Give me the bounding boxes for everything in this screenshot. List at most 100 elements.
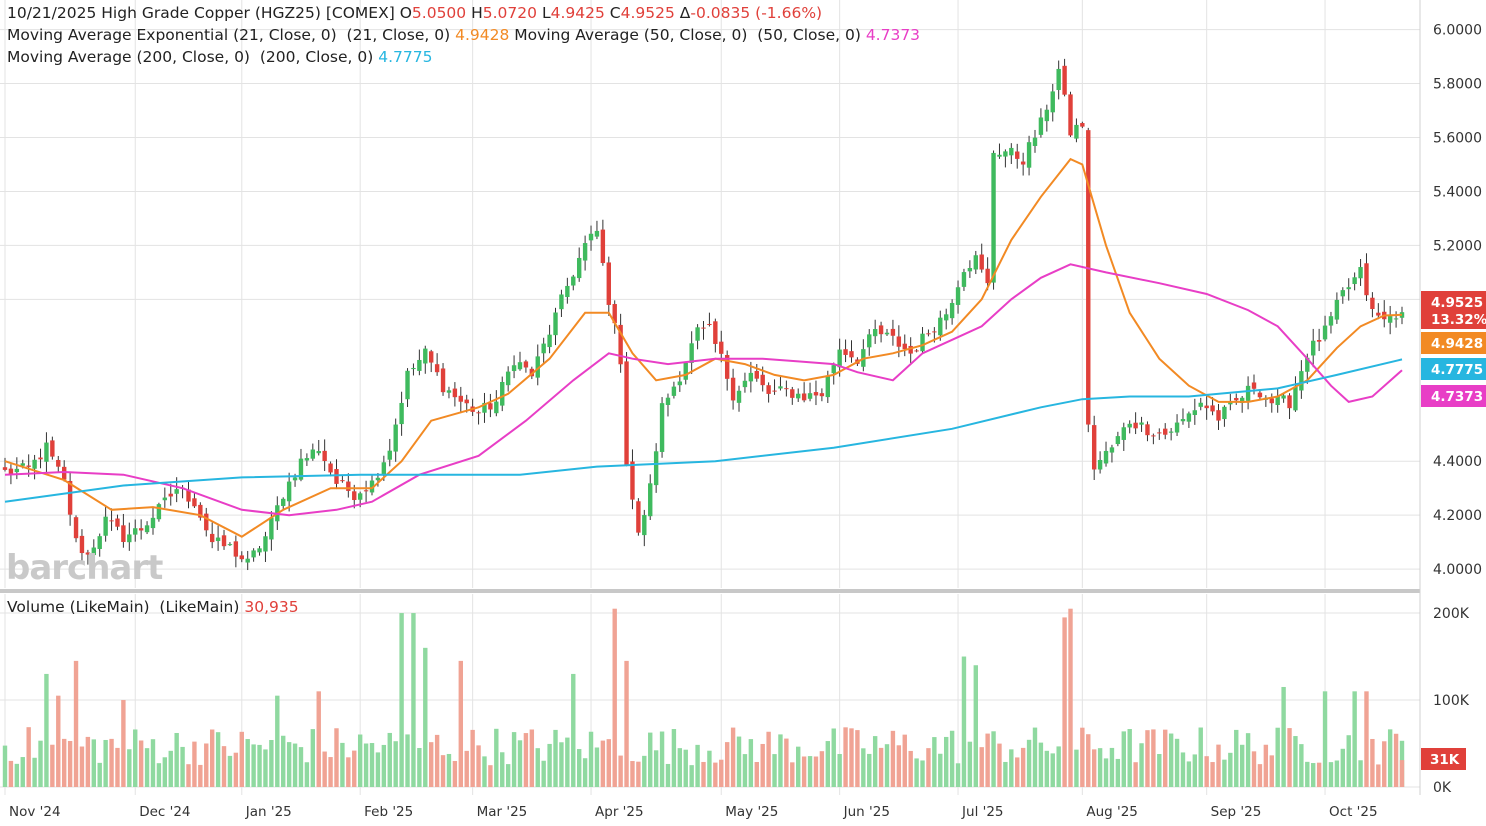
- candle-body: [1222, 406, 1227, 420]
- volume-bar: [1305, 761, 1310, 787]
- volume-bar: [470, 729, 475, 787]
- candle-body: [73, 517, 79, 539]
- candle-body: [991, 152, 996, 283]
- volume-bar: [1245, 733, 1251, 787]
- volume-bar: [310, 729, 316, 787]
- volume-bar: [730, 727, 736, 787]
- volume-bar: [926, 748, 931, 787]
- header-date: 10/21/2025: [7, 4, 97, 22]
- ema21-label: Moving Average Exponential (21, Close, 0…: [7, 26, 451, 44]
- candle-body: [1026, 142, 1032, 168]
- candle-body: [790, 389, 795, 398]
- candle-body: [547, 334, 552, 348]
- volume-bar: [642, 755, 647, 787]
- volume-bar: [517, 740, 523, 787]
- volume-bar: [1097, 748, 1103, 787]
- ma50-label: Moving Average (50, Close, 0) (50, Close…: [514, 26, 861, 44]
- candle-body: [476, 412, 481, 414]
- volume-bar: [286, 742, 292, 787]
- volume-bar: [872, 736, 878, 787]
- candle-body: [594, 230, 600, 237]
- candle-body: [233, 541, 239, 557]
- volume-bar: [369, 743, 375, 787]
- date-tick-label: Apr '25: [595, 804, 644, 820]
- volume-bar: [56, 695, 61, 787]
- candle-body: [429, 351, 434, 363]
- candle-body: [606, 262, 611, 305]
- price-tick-label: 6.0000: [1433, 23, 1482, 39]
- candle-body: [796, 393, 801, 399]
- header-symbol: High Grade Copper (HGZ25) [COMEX]: [101, 4, 395, 22]
- candle-body: [884, 332, 890, 335]
- candle-body: [843, 349, 848, 355]
- ma200-line: [4, 358, 1403, 503]
- volume-bar: [399, 613, 404, 787]
- volume-tick-label: 0K: [1433, 780, 1452, 796]
- volume-bar: [588, 731, 594, 787]
- volume-bar: [292, 743, 298, 787]
- volume-bar: [452, 760, 458, 787]
- volume-bar: [411, 613, 416, 787]
- candle-body: [1103, 450, 1109, 464]
- price-tick-label: 5.2000: [1433, 238, 1482, 254]
- candle-body: [1328, 316, 1334, 326]
- volume-bar: [1180, 752, 1186, 787]
- candle-body: [943, 314, 949, 321]
- candle-body: [192, 498, 197, 507]
- volume-bar: [1234, 729, 1239, 787]
- candle-body: [38, 457, 43, 460]
- volume-bar: [221, 746, 227, 787]
- volume-bar: [174, 732, 179, 787]
- volume-bar: [434, 734, 440, 787]
- volume-bar: [127, 749, 132, 787]
- candle-body: [1168, 431, 1174, 433]
- volume-bar: [1080, 727, 1085, 787]
- candle-body: [659, 403, 665, 452]
- volume-bar: [464, 750, 469, 787]
- volume-bar: [861, 748, 866, 787]
- volume-bar: [423, 647, 428, 787]
- candle-body: [653, 451, 659, 486]
- candle-body: [1204, 405, 1209, 409]
- volume-bar: [967, 741, 973, 787]
- date-tick-label: Sep '25: [1211, 804, 1262, 820]
- volume-bar: [1376, 764, 1381, 787]
- volume-bar: [1287, 728, 1292, 787]
- volume-bar: [813, 756, 819, 787]
- price-tag-value: 4.7373: [1431, 389, 1483, 405]
- candle-body: [890, 328, 896, 336]
- volume-bar: [417, 747, 422, 787]
- candle-body: [251, 550, 256, 558]
- volume-bar: [1091, 749, 1097, 787]
- candle-body: [985, 268, 990, 284]
- volume-bar: [1316, 762, 1322, 787]
- candle-body: [807, 393, 813, 399]
- volume-bar: [807, 756, 813, 787]
- candle-body: [1097, 459, 1103, 470]
- candle-body: [14, 468, 20, 473]
- volume-bar: [736, 736, 742, 787]
- candle-body: [440, 368, 446, 393]
- candle-body: [908, 345, 913, 354]
- candle-body: [867, 334, 872, 348]
- volume-bar: [1299, 744, 1304, 787]
- candle-body: [162, 497, 168, 501]
- candle-body: [144, 525, 150, 533]
- candle-body: [1074, 124, 1079, 139]
- candle-body: [168, 493, 173, 497]
- volume-bar: [32, 757, 37, 787]
- price-tick-label: 5.6000: [1433, 130, 1482, 146]
- volume-bar: [772, 754, 777, 787]
- volume-bar: [594, 747, 600, 787]
- volume-tag-value: 31K: [1430, 752, 1460, 768]
- candle-body: [156, 504, 162, 520]
- volume-bar: [115, 747, 120, 787]
- candle-body: [511, 365, 517, 372]
- volume-bar: [1050, 753, 1055, 787]
- candle-body: [245, 558, 250, 563]
- candle-body: [1245, 385, 1251, 401]
- volume-bar: [695, 744, 700, 787]
- volume-bar: [949, 730, 955, 787]
- candle-body: [1316, 340, 1322, 342]
